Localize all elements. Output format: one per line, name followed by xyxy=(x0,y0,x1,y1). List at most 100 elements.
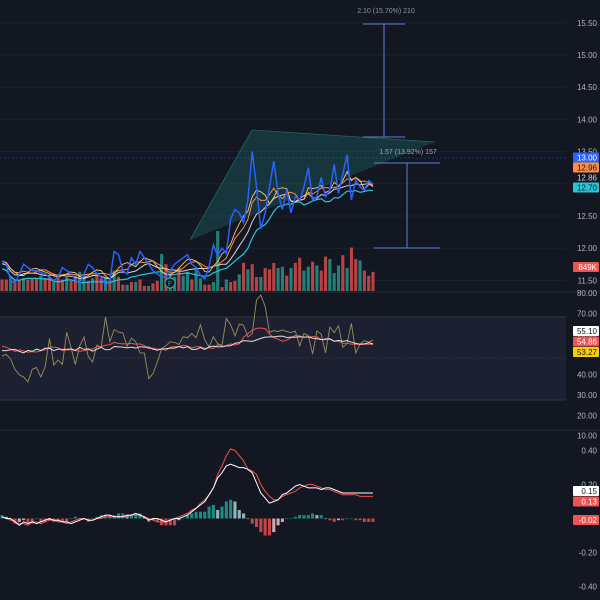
rsi-tag: 55.10 xyxy=(577,327,598,336)
volume-bar xyxy=(4,279,8,291)
triangle-pattern[interactable] xyxy=(190,130,435,240)
volume-bar xyxy=(198,278,202,291)
volume-bar xyxy=(220,287,224,291)
macd-hist-bar xyxy=(190,513,194,519)
macd-hist-bar xyxy=(285,518,289,520)
macd-hist-bar xyxy=(69,518,73,520)
volume-bar xyxy=(52,279,56,291)
price-tag-bg xyxy=(573,172,599,183)
macd-hist-bar xyxy=(65,518,69,522)
macd-hist-bar xyxy=(237,510,241,519)
macd-hist-bar xyxy=(60,518,64,522)
volume-bar xyxy=(246,269,250,291)
macd-tag: 0.13 xyxy=(581,498,597,507)
rsi-tick-label: 40.00 xyxy=(577,371,598,380)
volume-bar xyxy=(319,270,323,291)
macd-hist-bar xyxy=(332,518,336,522)
macd-hist-bar xyxy=(306,515,310,519)
signal-line xyxy=(1,448,373,526)
macd-line xyxy=(1,463,373,526)
ma-slow-line xyxy=(1,182,374,280)
macd-tag: 0.15 xyxy=(581,487,597,496)
volume-bar xyxy=(207,284,211,291)
macd-hist-bar xyxy=(298,515,302,519)
macd-hist-bar xyxy=(78,518,82,521)
volume-bar xyxy=(289,268,293,291)
price-tick-label: 12.00 xyxy=(577,244,598,253)
volume-bar xyxy=(224,279,228,291)
volume-bar xyxy=(371,271,375,291)
macd-hist-bar xyxy=(341,518,345,521)
price-tick-label: 12.50 xyxy=(577,212,598,221)
event-marker[interactable]: F xyxy=(164,277,176,289)
volume-bar xyxy=(336,265,341,291)
macd-hist-bar xyxy=(293,516,297,519)
macd-hist-bar xyxy=(9,518,13,521)
price-tag-bg xyxy=(573,162,599,173)
macd-hist-bar xyxy=(220,506,224,519)
macd-hist-bar xyxy=(168,518,172,526)
macd-hist-bar xyxy=(371,518,375,522)
rsi-tag: 54.86 xyxy=(577,338,598,347)
price-tag: 12.70 xyxy=(577,184,598,193)
volume-bar xyxy=(60,279,64,291)
rsi-tick-label: 70.00 xyxy=(577,310,598,319)
macd-tick-label: 0.40 xyxy=(581,447,597,456)
price-tick-label: 14.00 xyxy=(577,115,598,124)
volume-bar xyxy=(237,274,241,291)
macd-hist-bar xyxy=(91,518,95,520)
volume-bar xyxy=(242,262,246,291)
macd-hist-bar xyxy=(345,518,349,520)
rsi-fast-line xyxy=(1,294,374,383)
rsi-mid-line xyxy=(1,327,374,353)
volume-bar xyxy=(367,275,371,291)
volume-bar xyxy=(91,278,95,291)
price-tick-label: 13.50 xyxy=(577,148,598,157)
macd-hist-bar xyxy=(328,518,332,521)
macd-hist-bar xyxy=(362,518,366,522)
rsi-tag: 53.27 xyxy=(577,348,598,357)
macd-hist-bar xyxy=(177,518,181,521)
price-line xyxy=(1,151,374,287)
volume-bar xyxy=(267,269,272,291)
macd-hist-bar xyxy=(349,518,353,520)
rsi-tick-label: 80.00 xyxy=(577,289,598,298)
macd-hist-bar xyxy=(302,515,306,519)
macd-hist-bar xyxy=(254,518,259,527)
volume-bar xyxy=(358,260,362,291)
measure-lower[interactable]: 1.57 (13.92%) 157 xyxy=(374,149,440,249)
volume-bar xyxy=(259,276,263,291)
volume-bar xyxy=(177,268,181,291)
macd-hist-bar xyxy=(173,518,177,526)
volume-bar xyxy=(43,278,47,291)
macd-hist-bar xyxy=(207,506,211,519)
macd-tick-label: 0.20 xyxy=(581,481,597,490)
volume-bar xyxy=(306,266,310,291)
volume-bar xyxy=(211,282,215,291)
volume-bar xyxy=(203,284,207,291)
macd-hist-bar xyxy=(224,501,228,519)
macd-hist-bar xyxy=(276,518,280,526)
volume-bar xyxy=(121,284,125,291)
volume-bar xyxy=(30,278,34,291)
macd-hist-bar xyxy=(233,501,237,519)
volume-bar xyxy=(116,276,121,291)
rsi-lines xyxy=(1,294,374,383)
macd-hist-bar xyxy=(272,518,276,533)
macd-hist-bar xyxy=(311,513,315,519)
macd-hist-bar xyxy=(211,504,215,519)
volume-bar xyxy=(78,271,82,291)
macd-hist-bar xyxy=(121,513,125,519)
price-tag: 13.00 xyxy=(577,154,598,163)
macd-hist-bar xyxy=(280,518,284,522)
macd-hist-bar xyxy=(323,518,328,520)
volume-bar xyxy=(147,285,151,291)
volume-bar xyxy=(22,278,26,291)
volume-bar xyxy=(108,279,112,291)
macd-hist-bar xyxy=(319,515,323,519)
volume-bar xyxy=(280,266,284,291)
measure-upper[interactable]: 2.10 (15.70%) 210 xyxy=(357,8,415,138)
macd-hist-bar xyxy=(155,518,159,522)
